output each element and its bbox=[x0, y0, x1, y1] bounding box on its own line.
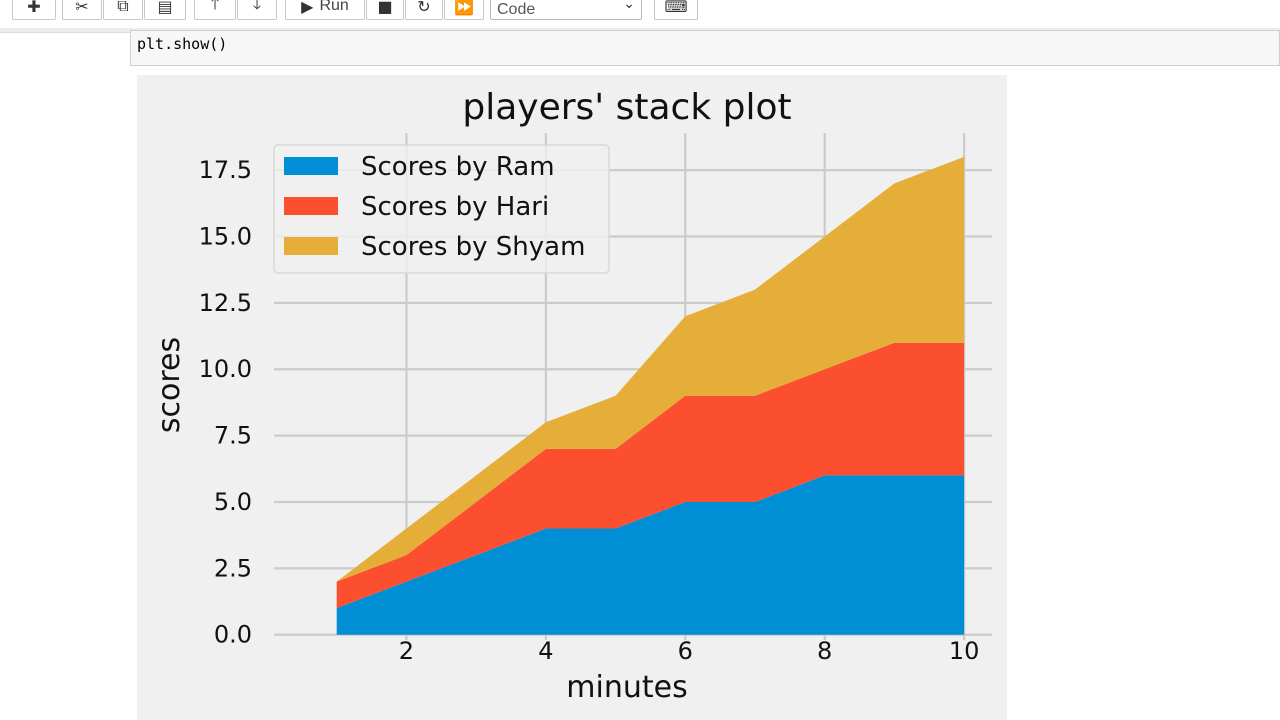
cut-cell-button[interactable]: ✂ bbox=[62, 0, 102, 20]
y-axis-label: scores bbox=[152, 337, 187, 433]
x-tick-label: 4 bbox=[538, 637, 553, 665]
y-tick-label: 17.5 bbox=[199, 156, 252, 184]
code-line: plt.show() bbox=[137, 35, 228, 53]
chart-title: players' stack plot bbox=[462, 87, 791, 128]
legend-swatch bbox=[284, 237, 338, 255]
run-button[interactable]: ▶ Run bbox=[285, 0, 365, 20]
copy-icon: ⧉ bbox=[117, 0, 129, 15]
legend-label: Scores by Shyam bbox=[361, 232, 585, 262]
move-up-button[interactable]: 🡑 bbox=[194, 0, 236, 20]
chevron-down-icon: ⌄ bbox=[623, 0, 635, 11]
area-series-2 bbox=[336, 342, 965, 609]
y-tick-labels: 0.0 2.5 5.0 7.5 10.0 12.5 15.0 17.5 bbox=[199, 156, 252, 649]
restart-run-all-button[interactable]: ⏩ bbox=[444, 0, 484, 20]
x-tick-label: 6 bbox=[678, 637, 693, 665]
move-down-button[interactable]: 🡓 bbox=[237, 0, 277, 20]
area-series-1 bbox=[336, 475, 965, 635]
restart-button[interactable]: ↻ bbox=[405, 0, 443, 20]
command-palette-button[interactable]: ⌨ bbox=[654, 0, 698, 20]
cell-type-select[interactable]: Code ⌄ bbox=[490, 0, 642, 20]
x-tick-labels: 2 4 6 8 10 bbox=[399, 637, 980, 665]
stack-plot-chart: 2 4 6 8 10 0.0 2.5 5.0 7.5 10.0 12.5 15.0 17.5 play… bbox=[137, 75, 1007, 720]
arrow-up-icon: 🡑 bbox=[210, 0, 220, 13]
cell-type-value: Code bbox=[497, 1, 536, 18]
scissors-icon: ✂ bbox=[75, 0, 89, 16]
y-tick-label: 15.0 bbox=[199, 223, 252, 251]
paste-cell-button[interactable]: ▤ bbox=[144, 0, 186, 20]
restart-icon: ↻ bbox=[417, 0, 431, 16]
interrupt-button[interactable]: ■ bbox=[366, 0, 404, 20]
arrow-down-icon: 🡓 bbox=[252, 0, 262, 13]
fast-forward-icon: ⏩ bbox=[454, 0, 474, 16]
legend-box bbox=[273, 144, 610, 274]
paste-icon: ▤ bbox=[157, 0, 173, 16]
plus-icon: ✚ bbox=[27, 0, 41, 16]
area-series-3 bbox=[336, 156, 965, 582]
legend-swatch bbox=[284, 157, 338, 175]
y-tick-label: 5.0 bbox=[214, 488, 252, 516]
copy-cell-button[interactable]: ⧉ bbox=[103, 0, 143, 20]
keyboard-icon: ⌨ bbox=[664, 0, 688, 16]
chart-legend: Scores by Ram Scores by Hari Scores by Shy… bbox=[273, 144, 610, 274]
output-figure: 2 4 6 8 10 0.0 2.5 5.0 7.5 10.0 12.5 15.0 17.5 play… bbox=[137, 75, 1007, 720]
legend-swatch bbox=[284, 197, 338, 215]
notebook-toolbar: ✚ ✂ ⧉ ▤ 🡑 🡓 ▶ Run ■ ↻ ⏩ Code ⌄ ⌨ bbox=[0, 0, 1280, 22]
x-tick-label: 8 bbox=[817, 637, 832, 665]
insert-cell-button[interactable]: ✚ bbox=[12, 0, 56, 20]
x-axis-label: minutes bbox=[566, 670, 687, 705]
legend-label: Scores by Hari bbox=[361, 192, 549, 222]
y-tick-label: 2.5 bbox=[214, 554, 252, 582]
x-tick-label: 10 bbox=[949, 637, 980, 665]
run-label: Run bbox=[319, 0, 349, 14]
y-tick-label: 12.5 bbox=[199, 289, 252, 317]
code-cell-input[interactable]: plt.show() bbox=[130, 30, 1280, 66]
legend-label: Scores by Ram bbox=[361, 152, 555, 182]
stacked-areas bbox=[336, 156, 965, 635]
y-tick-label: 7.5 bbox=[214, 422, 252, 450]
play-icon: ▶ bbox=[301, 0, 314, 16]
x-tick-label: 2 bbox=[399, 637, 414, 665]
stop-icon: ■ bbox=[377, 0, 393, 16]
y-tick-label: 10.0 bbox=[199, 355, 252, 383]
y-tick-label: 0.0 bbox=[214, 621, 252, 649]
